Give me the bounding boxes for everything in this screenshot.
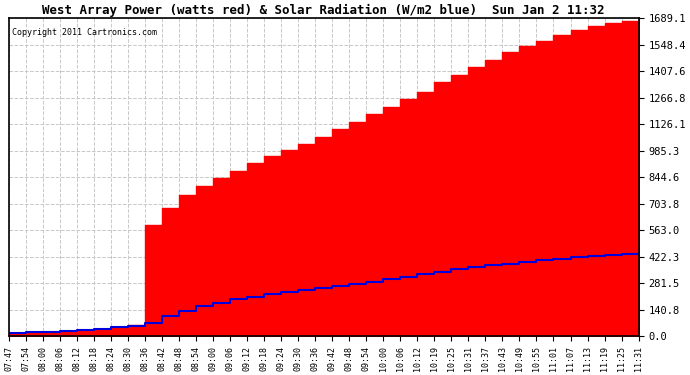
Title: West Array Power (watts red) & Solar Radiation (W/m2 blue)  Sun Jan 2 11:32: West Array Power (watts red) & Solar Rad… bbox=[42, 4, 605, 17]
Text: Copyright 2011 Cartronics.com: Copyright 2011 Cartronics.com bbox=[12, 28, 157, 37]
